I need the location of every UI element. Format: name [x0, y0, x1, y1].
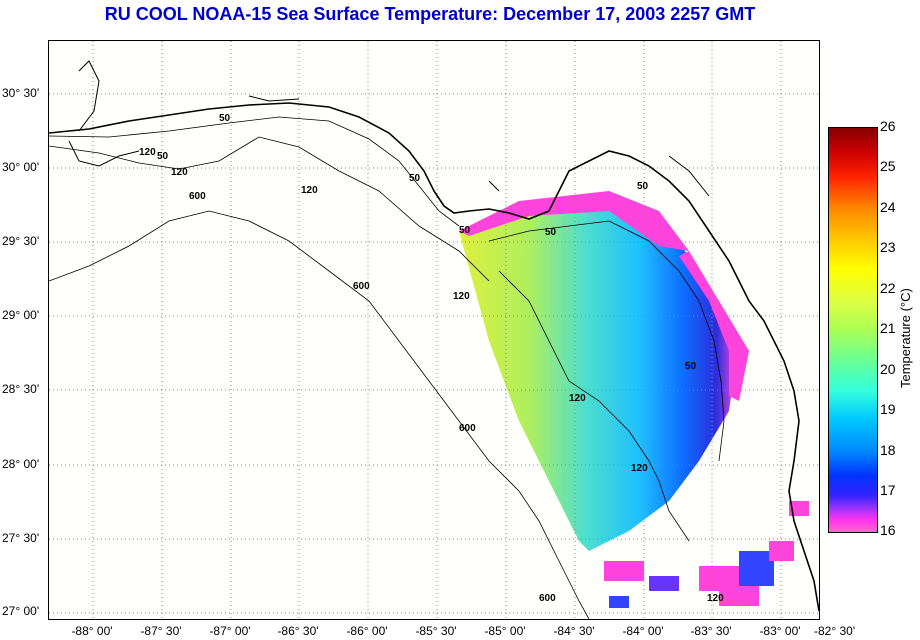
lon-label: -86° 30'	[277, 624, 319, 638]
colorbar-tick: 23	[880, 239, 896, 255]
contour-label: 50	[409, 173, 421, 184]
contour-600	[49, 210, 590, 619]
contour-label: 50	[219, 113, 231, 124]
contour-label: 50	[685, 361, 697, 372]
contour-labels: 50 120 50 120 120 600 600 120 50 50 120 …	[139, 113, 724, 604]
sst-south-patches	[604, 501, 809, 608]
contour-label: 120	[301, 185, 318, 196]
colorbar-tick: 17	[880, 482, 896, 498]
contour-120-east	[498, 270, 690, 542]
lon-label: -88° 00'	[71, 624, 113, 638]
colorbar-tick: 21	[880, 320, 896, 336]
colorbar-tick: 24	[880, 199, 896, 215]
temperature-colorbar	[828, 127, 878, 533]
graticule	[49, 41, 819, 619]
contour-120-west	[49, 136, 490, 282]
lat-label: 30° 00'	[2, 160, 40, 174]
contour-label: 600	[539, 593, 556, 604]
lon-label: -85° 00'	[484, 624, 526, 638]
contour-50-east	[488, 220, 725, 462]
contour-label: 120	[569, 393, 586, 404]
colorbar-tick: 19	[880, 401, 896, 417]
contour-label: 120	[631, 463, 648, 474]
lon-label: -86° 00'	[346, 624, 388, 638]
lat-label: 28° 30'	[2, 382, 40, 396]
lat-label: 27° 30'	[2, 531, 40, 545]
contour-label: 50	[459, 225, 471, 236]
colorbar-tick: 25	[880, 158, 896, 174]
colorbar-tick: 20	[880, 361, 896, 377]
contour-label: 120	[171, 167, 188, 178]
colorbar-tick: 16	[880, 522, 896, 538]
sst-map: 50 120 50 120 120 600 600 120 50 50 120 …	[49, 41, 819, 619]
contour-label: 600	[353, 281, 370, 292]
contour-label: 120	[139, 147, 156, 158]
lat-label: 29° 00'	[2, 308, 40, 322]
lon-label: -87° 30'	[140, 624, 182, 638]
lat-label: 30° 30'	[2, 86, 40, 100]
map-plot-area[interactable]: 50 120 50 120 120 600 600 120 50 50 120 …	[48, 40, 820, 620]
colorbar-title: Temperature (°C)	[898, 288, 913, 388]
lon-label: -87° 00'	[209, 624, 251, 638]
contour-label: 50	[637, 181, 649, 192]
contour-label: 50	[157, 151, 169, 162]
map-title: RU COOL NOAA-15 Sea Surface Temperature:…	[104, 4, 756, 24]
colorbar-tick: 18	[880, 442, 896, 458]
lon-label: -84° 00'	[622, 624, 664, 638]
contour-50-west	[49, 116, 460, 227]
lon-label: -83° 00'	[759, 624, 801, 638]
lon-label: -85° 30'	[415, 624, 457, 638]
sst-swath	[459, 196, 739, 551]
lat-label: 28° 00'	[2, 457, 40, 471]
coastline	[49, 102, 819, 612]
contour-label: 120	[707, 593, 724, 604]
sst-edge-magenta-right	[679, 251, 749, 401]
lat-label: 27° 00'	[2, 604, 40, 618]
lon-label: -83° 30'	[690, 624, 732, 638]
inland-outline	[68, 60, 710, 197]
contour-label: 600	[459, 423, 476, 434]
contour-label: 600	[189, 191, 206, 202]
contour-label: 50	[545, 227, 557, 238]
lat-label: 29° 30'	[2, 234, 40, 248]
sst-edge-magenta	[459, 191, 689, 251]
lon-label: -84° 30'	[553, 624, 595, 638]
colorbar-tick: 22	[880, 280, 896, 296]
colorbar-tick: 26	[880, 118, 896, 134]
lon-label: -82° 30'	[814, 624, 856, 638]
contour-label: 120	[453, 291, 470, 302]
